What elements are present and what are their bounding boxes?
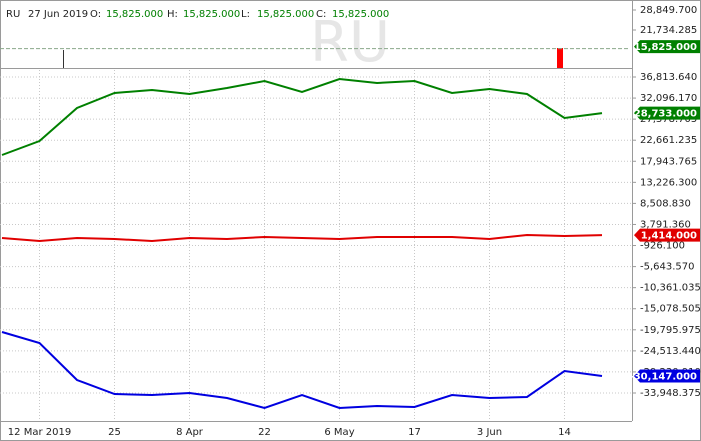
value-tag xyxy=(634,40,700,54)
y-tick-label: 8,508.830 xyxy=(640,198,691,209)
series-line xyxy=(1,233,603,243)
y-tick-label: -24,513.440 xyxy=(640,346,701,357)
x-tick-label: 25 xyxy=(108,427,121,438)
ohlc-name: L: xyxy=(241,9,250,20)
y-tick-label: 17,943.765 xyxy=(640,156,697,167)
watermark: RU xyxy=(310,10,390,75)
value-tag xyxy=(634,228,700,242)
ohlc-value: 15,825.000 xyxy=(183,9,240,20)
y-tick-label: 22,661.235 xyxy=(640,135,697,146)
x-tick-label: 22 xyxy=(258,427,271,438)
y-tick-label: 32,096.170 xyxy=(640,93,697,104)
value-tag xyxy=(634,369,700,383)
price-bar xyxy=(557,48,563,68)
x-tick-label: 14 xyxy=(558,427,571,438)
x-tick-label: 8 Apr xyxy=(176,427,204,438)
ohlc-name: C: xyxy=(316,9,326,20)
ohlc-value: 15,825.000 xyxy=(106,9,163,20)
series-line xyxy=(1,77,603,156)
value-tag xyxy=(634,106,700,120)
y-tick-label: -33,948.375 xyxy=(640,388,701,399)
y-tick-label: 27,378.705 xyxy=(640,114,697,125)
ohlc-value: 15,825.000 xyxy=(257,9,314,20)
y-tick-label: -5,643.570 xyxy=(640,262,695,273)
x-tick-label: 6 May xyxy=(324,427,354,438)
y-tick-label: 21,734.285 xyxy=(640,25,697,36)
value-tag-label: -30,147.000 xyxy=(630,372,697,383)
symbol: RU xyxy=(6,9,20,20)
y-tick-label: -15,078.505 xyxy=(640,304,701,315)
y-tick-label: -926.100 xyxy=(640,241,685,252)
ohlc-name: H: xyxy=(167,9,178,20)
y-tick-label: -19,795.975 xyxy=(640,325,701,336)
series-line xyxy=(1,331,603,410)
x-tick-label: 3 Jun xyxy=(477,427,502,438)
ohlc-name: O: xyxy=(90,9,101,20)
x-tick-label: 12 Mar 2019 xyxy=(8,427,71,438)
value-tag-label: 1,414.000 xyxy=(641,231,697,242)
ohlc-value: 15,825.000 xyxy=(332,9,389,20)
x-tick-label: 17 xyxy=(408,427,421,438)
y-tick-label: 28,849.700 xyxy=(640,5,697,16)
value-tag-label: 28,733.000 xyxy=(634,109,697,120)
value-tag-label: 15,825.000 xyxy=(634,42,697,53)
y-tick-label: 3,791.360 xyxy=(640,219,691,230)
date: 27 Jun 2019 xyxy=(28,9,88,20)
y-tick-label: -10,361.035 xyxy=(640,283,701,294)
y-tick-label: 13,226.300 xyxy=(640,177,697,188)
y-tick-label: 36,813.640 xyxy=(640,72,697,83)
